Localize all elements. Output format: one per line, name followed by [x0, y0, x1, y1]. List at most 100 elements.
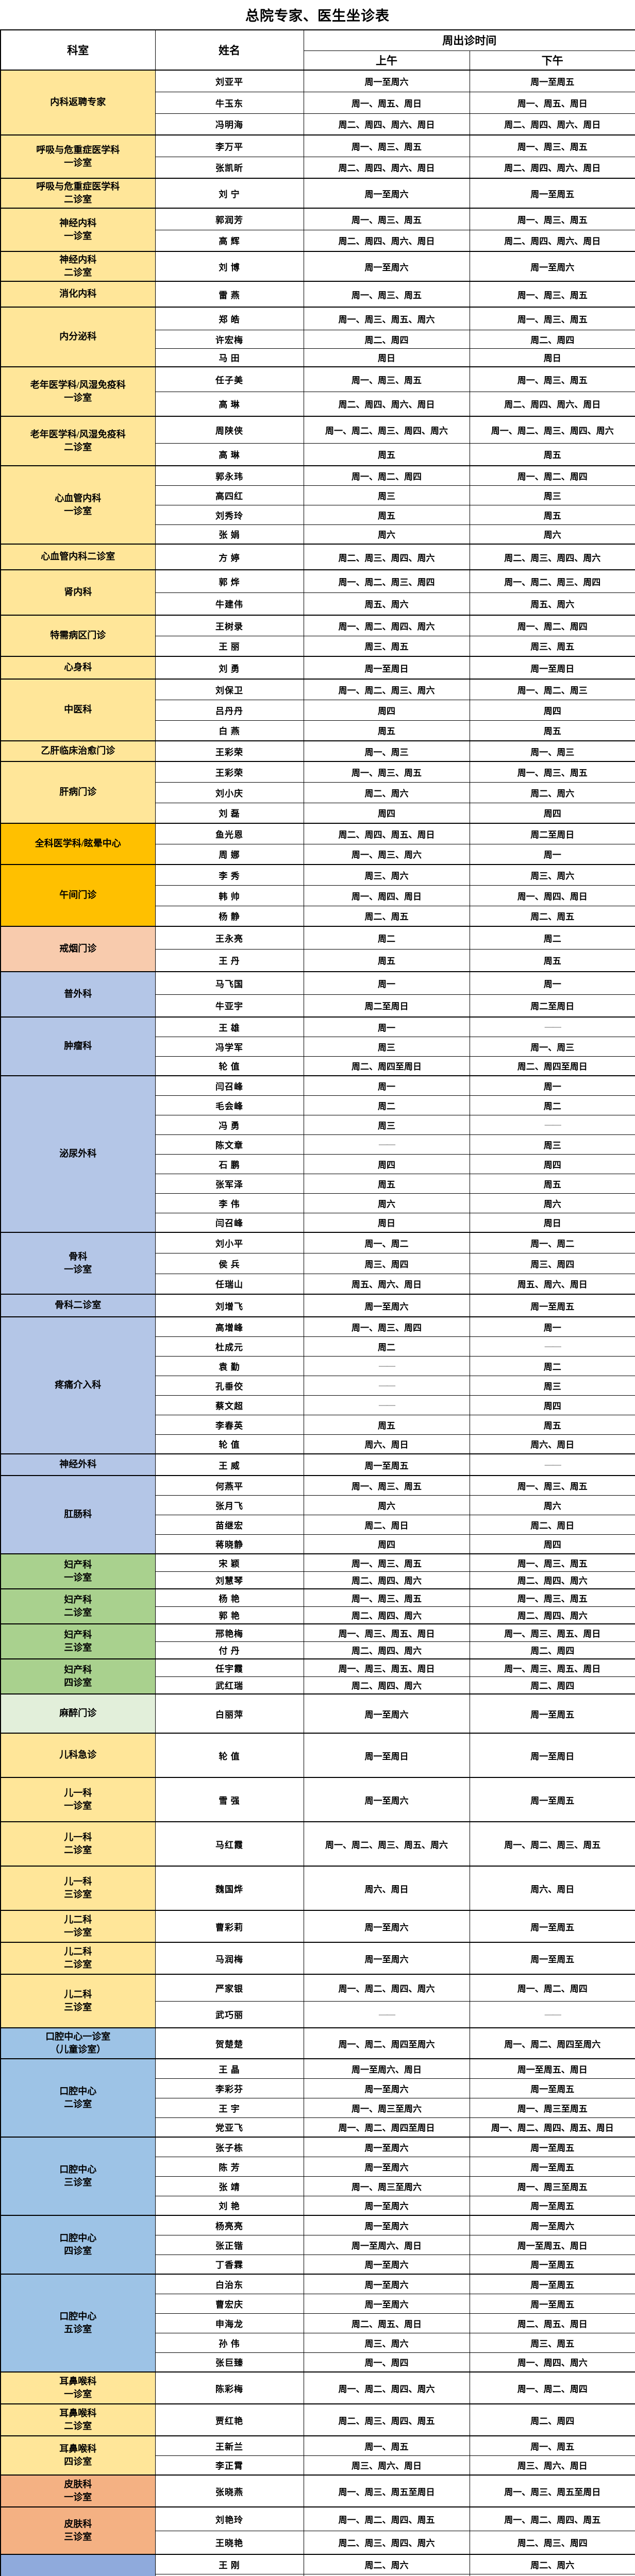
pm-schedule-cell: 周三、周六 [469, 864, 635, 886]
pm-schedule-cell: 周三 [469, 1134, 635, 1155]
am-schedule-cell: 周一、周三、周四 [303, 1316, 470, 1337]
am-schedule-cell: 周一、周三、周五 [303, 208, 470, 230]
doctor-name-cell: 陈彩梅 [155, 2371, 304, 2404]
am-schedule-cell: —— [303, 2001, 470, 2028]
dept-cell: 戒烟门诊 [0, 926, 156, 972]
pm-schedule-cell: 周一至周五 [469, 70, 635, 92]
dept-cell: 口腔中心 三诊室 [0, 2137, 156, 2216]
dept-cell: 儿一科 三诊室 [0, 1866, 156, 1911]
pm-schedule-cell: 周一、周五 [469, 2435, 635, 2456]
pm-schedule-cell: 周一、周三、周五 [469, 134, 635, 157]
pm-schedule-cell: 周一、周二、周四 [469, 2371, 635, 2404]
doctor-name-cell: 武红瑞 [155, 1676, 304, 1694]
am-schedule-cell: 周二、周四、周六 [303, 1606, 470, 1624]
doctor-name-cell: 王 雄 [155, 1016, 304, 1037]
pm-schedule-cell: 周三 [469, 1375, 635, 1396]
doctor-name-cell: 王 宇 [155, 2097, 304, 2118]
pm-schedule-cell: 周二、周五 [469, 905, 635, 927]
pm-schedule-cell: 周二、周六 [469, 782, 635, 803]
dept-cell: 肛肠科 [0, 1475, 156, 1554]
doctor-name-cell: 冯 勇 [155, 1114, 304, 1135]
dept-cell: 口腔中心 五诊室 [0, 2274, 156, 2372]
am-schedule-cell: 周一至周六 [303, 1942, 470, 1975]
am-schedule-cell: 周二 [303, 1336, 470, 1357]
am-schedule-cell: —— [303, 1355, 470, 1376]
pm-schedule-cell: 周一至周六 [469, 2215, 635, 2235]
dept-cell: 眼科 [0, 2554, 156, 2576]
am-schedule-cell: 周三、周六、周日 [303, 2455, 470, 2476]
dept-cell: 心身科 [0, 656, 156, 680]
dept-cell: 皮肤科 三诊室 [0, 2506, 156, 2555]
am-schedule-cell: 周一至周六 [303, 2274, 470, 2294]
dept-cell: 肿瘤科 [0, 1016, 156, 1076]
pm-schedule-cell: 周一至周日 [469, 656, 635, 680]
doctor-name-cell: 孔垂佼 [155, 1375, 304, 1396]
pm-schedule-cell: 周六、周日 [469, 1434, 635, 1454]
dept-cell: 特需病区门诊 [0, 615, 156, 657]
pm-schedule-cell: 周一、周四、周日 [469, 885, 635, 906]
am-schedule-cell: 周一至周五 [303, 1453, 470, 1476]
doctor-name-cell: 张正锴 [155, 2234, 304, 2255]
am-schedule-cell: 周一、周二、周三、周四 [303, 569, 470, 593]
doctor-name-cell: 武巧丽 [155, 2001, 304, 2028]
doctor-name-cell: 雷 燕 [155, 281, 304, 308]
dept-cell: 心血管内科 一诊室 [0, 465, 156, 545]
doctor-name-cell: 闫召峰 [155, 1075, 304, 1096]
am-schedule-cell: 周一至周六 [303, 2078, 470, 2098]
pm-schedule-cell: 周四 [469, 1534, 635, 1554]
dept-cell: 儿二科 三诊室 [0, 1974, 156, 2028]
dept-cell: 神经外科 [0, 1453, 156, 1476]
pm-schedule-cell: 周日 [469, 348, 635, 367]
pm-schedule-cell: 周一至周五 [469, 2156, 635, 2177]
doctor-name-cell: 刘 宁 [155, 178, 304, 209]
pm-schedule-cell: 周一、周三、周五、周日 [469, 1658, 635, 1677]
am-schedule-cell: 周日 [303, 1212, 470, 1233]
pm-schedule-cell: 周一、周三至周五 [469, 2176, 635, 2196]
am-schedule-cell: 周一 [303, 1016, 470, 1037]
doctor-name-cell: 任宇霞 [155, 1658, 304, 1677]
pm-schedule-cell: 周一、周四、周六 [469, 2352, 635, 2372]
dept-cell: 口腔中心一诊室 （儿童诊室） [0, 2027, 156, 2059]
doctor-name-cell: 马飞国 [155, 971, 304, 995]
am-schedule-cell: 周一、周三、周五 [303, 1553, 470, 1572]
am-schedule-cell: 周一至周六 [303, 2215, 470, 2235]
pm-schedule-cell: 周一至周五 [469, 1910, 635, 1943]
doctor-name-cell: 石 鹏 [155, 1154, 304, 1174]
pm-schedule-cell: 周二、周四 [469, 1676, 635, 1694]
doctor-name-cell: 吕丹丹 [155, 699, 304, 721]
am-schedule-cell: 周一至周六、周日 [303, 2058, 470, 2079]
am-schedule-cell: 周四 [303, 1534, 470, 1554]
am-schedule-cell: 周二、周四、周六 [303, 1641, 470, 1659]
am-schedule-cell: 周六 [303, 1193, 470, 1213]
pm-schedule-cell: 周一、周三、周五 [469, 1475, 635, 1496]
doctor-name-cell: 邢艳梅 [155, 1623, 304, 1642]
dept-cell: 内分泌科 [0, 307, 156, 367]
doctor-name-cell: 牛玉东 [155, 91, 304, 114]
am-schedule-cell: 周二、周四、周五、周日 [303, 823, 470, 844]
doctor-name-cell: 刘 艳 [155, 2195, 304, 2216]
pm-schedule-cell: 周二至周日 [469, 994, 635, 1018]
pm-schedule-cell: 周一、周三、周五 [469, 761, 635, 783]
am-column-header: 上午 [303, 50, 470, 71]
pm-schedule-cell: 周一 [469, 1316, 635, 1337]
am-schedule-cell: 周二、周五、周日 [303, 2313, 470, 2333]
am-schedule-cell: 周二、周四、周六、周日 [303, 113, 470, 135]
am-schedule-cell: 周一至周六 [303, 1777, 470, 1822]
doctor-name-cell: 王 丹 [155, 948, 304, 972]
pm-schedule-cell: 周二、周四 [469, 1641, 635, 1659]
pm-schedule-cell: 周一至周五 [469, 2293, 635, 2314]
doctor-name-cell: 刘 勇 [155, 656, 304, 680]
am-schedule-cell: 周一、周三、周五 [303, 761, 470, 783]
pm-schedule-cell: —— [469, 1114, 635, 1135]
doctor-name-cell: 郭 烨 [155, 569, 304, 593]
doctor-name-cell: 高四红 [155, 485, 304, 505]
doctor-name-cell: 张 靖 [155, 2176, 304, 2196]
doctor-name-cell: 张军泽 [155, 1173, 304, 1194]
dept-cell: 妇产科 二诊室 [0, 1588, 156, 1624]
am-schedule-cell: 周一、周三、周五 [303, 1475, 470, 1496]
doctor-name-cell: 宋 颖 [155, 1553, 304, 1572]
pm-schedule-cell: 周六 [469, 1495, 635, 1515]
dept-cell: 老年医学科/风湿免疫科 二诊室 [0, 416, 156, 466]
pm-schedule-cell: 周一至周五 [469, 2137, 635, 2157]
